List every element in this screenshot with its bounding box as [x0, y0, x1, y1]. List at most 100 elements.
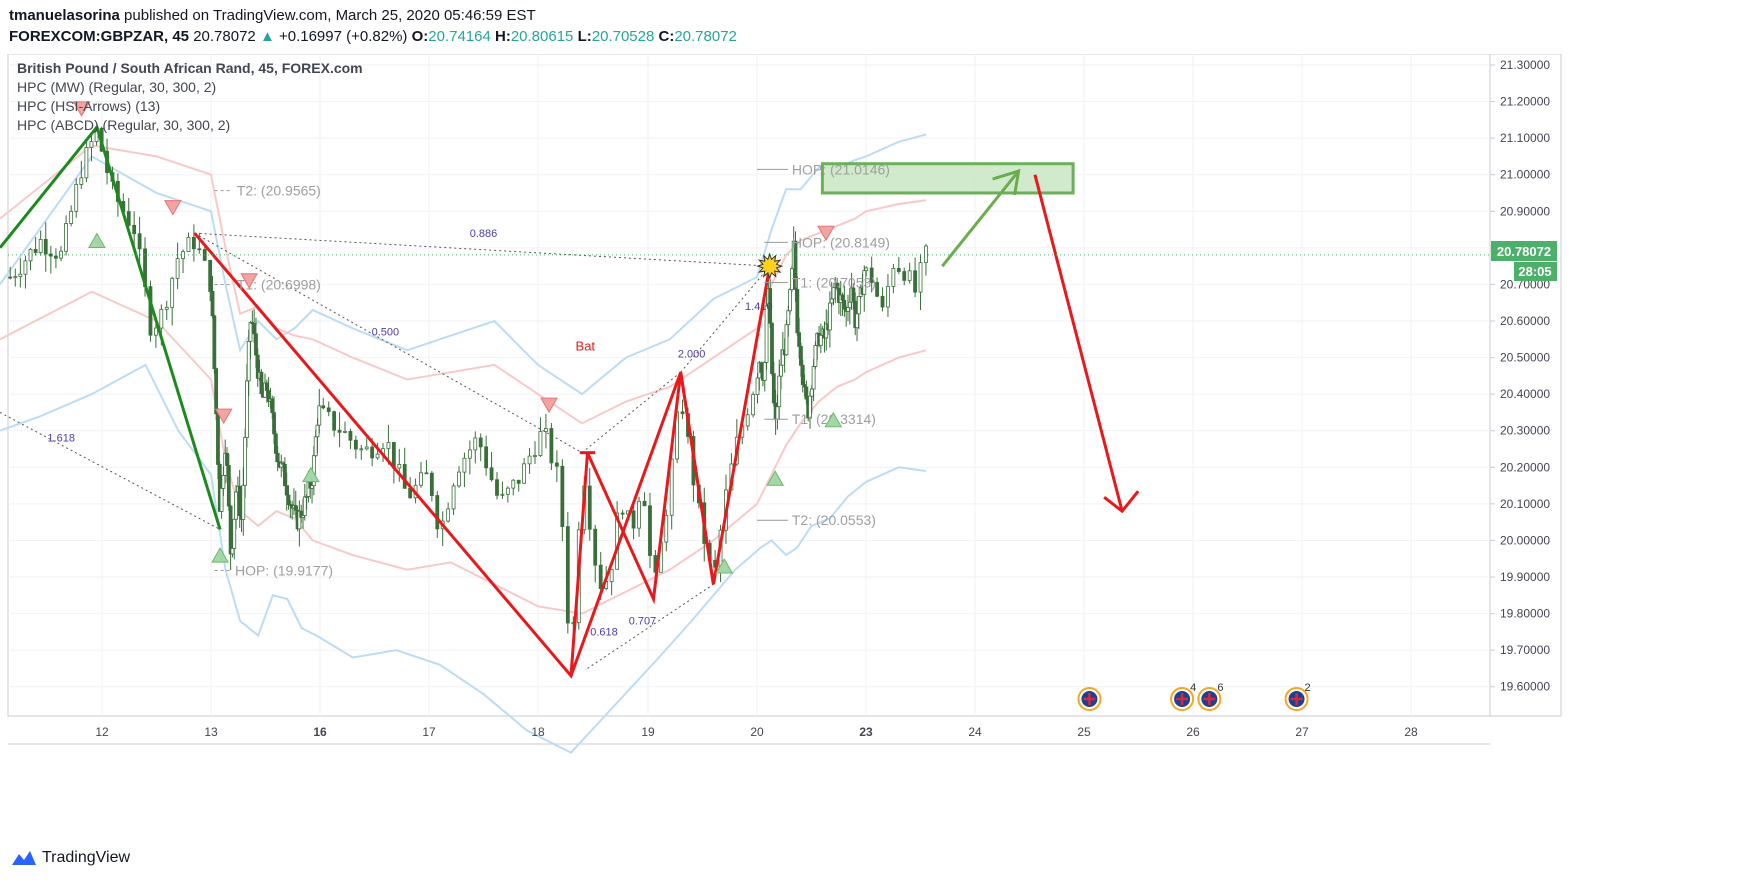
fib-ratio-label: 1.410 [745, 301, 773, 313]
price-tick-label: 19.70000 [1500, 643, 1550, 657]
candle-body [875, 282, 879, 297]
candle-body [598, 564, 603, 589]
candle-body [210, 290, 215, 317]
candle-body [846, 307, 850, 312]
fib-dotted-line [194, 232, 583, 454]
candle-body [829, 298, 834, 304]
candle-body [457, 471, 461, 487]
event-count-label: 6 [1217, 682, 1223, 694]
close-value: 20.78072 [674, 28, 737, 45]
pattern-name-label: Bat [576, 338, 596, 353]
candle-body [533, 455, 537, 457]
price-tick-label: 19.90000 [1500, 570, 1550, 584]
price-tick-label: 21.00000 [1500, 168, 1550, 182]
candle-body [648, 505, 652, 556]
candle-body [248, 322, 253, 342]
candle-body [43, 238, 48, 255]
candle-body [587, 485, 592, 530]
candle-body [293, 505, 298, 511]
candle-body [511, 479, 516, 489]
candle-body [237, 485, 242, 517]
time-tick-label: 23 [859, 725, 873, 739]
tradingview-logo[interactable]: TradingView [8, 848, 130, 868]
candle-body [804, 386, 809, 400]
candle-body [126, 211, 131, 226]
fib-dotted-line [194, 232, 770, 267]
candle-body [264, 382, 269, 392]
candle-body [446, 508, 451, 522]
candle-body [284, 485, 289, 496]
legend: British Pound / South African Rand, 45, … [17, 60, 363, 133]
candle-body [862, 270, 867, 295]
last-price: 20.78072 [193, 28, 256, 45]
chart-frame [7, 53, 1562, 717]
candle-body [886, 286, 890, 308]
candle-body [170, 277, 175, 308]
candle-body [402, 464, 407, 489]
level-label: T2: (20.9565) [237, 183, 321, 199]
candle-body [770, 322, 774, 374]
level-label: HOP: (20.8149) [792, 234, 890, 250]
buy-signal-triangle-icon [766, 470, 785, 486]
candle-body [321, 405, 326, 409]
high-value: 20.80615 [510, 28, 574, 45]
price-tick-label: 20.60000 [1500, 314, 1550, 328]
pattern-completion-star-icon [756, 252, 784, 280]
candle-body [397, 464, 402, 469]
candle-body [225, 452, 229, 466]
tradingview-cloud-icon [12, 851, 36, 865]
projection-up-arrowhead [992, 168, 1021, 196]
candle-body [375, 453, 380, 459]
candle-body [326, 407, 331, 413]
candle-body [797, 332, 802, 347]
fib-dotted-line [581, 371, 682, 454]
fib-dotted-line [587, 583, 714, 669]
candle-body [522, 463, 527, 484]
candle-body [811, 366, 816, 390]
candle-body [544, 428, 548, 432]
candle-body [484, 446, 489, 469]
candle-body [286, 494, 291, 505]
countdown-badge-box [1514, 262, 1557, 281]
candle-body [241, 484, 246, 520]
fib-ratio-label: 2.000 [678, 349, 706, 361]
time-tick-label: 12 [95, 725, 109, 739]
candle-body [918, 262, 923, 293]
candle-body [764, 305, 769, 363]
candle-body [337, 429, 342, 433]
candle-body [64, 223, 68, 252]
projection-down-arrowhead [1103, 490, 1140, 514]
last-price-badge-text: 20.78072 [1497, 244, 1551, 259]
axes-group: 21.30000 21.20000 21.10000 21.00000 20.90000… [95, 58, 1550, 739]
chart-container[interactable]: T2: (20.9565) T1: (20.6998) HOP: (19.9177)… [0, 53, 1757, 844]
candle-body [818, 334, 823, 346]
candle-body [226, 465, 231, 507]
candle-body [252, 323, 257, 335]
candle-body [424, 472, 429, 475]
level-label: HOP: (19.9177) [235, 563, 333, 579]
candle-body [777, 375, 782, 408]
candle-body [771, 373, 776, 404]
price-tick-label: 20.50000 [1500, 351, 1550, 365]
candle-body [554, 462, 559, 467]
price-chart[interactable]: T2: (20.9565) T1: (20.6998) HOP: (19.9177)… [0, 53, 1757, 844]
candle-body [234, 491, 238, 520]
candle-body [855, 313, 859, 329]
candle-body [191, 236, 196, 250]
candle-body [847, 301, 852, 309]
time-tick-label: 19 [641, 725, 655, 739]
pattern-green-line [0, 123, 222, 530]
candle-body [69, 210, 74, 224]
candle-body [842, 299, 847, 310]
candle-body [827, 302, 832, 331]
author-name[interactable]: tmanuelasorina [9, 7, 120, 24]
grid [8, 54, 1490, 716]
candle-body [565, 526, 570, 624]
projection-down-arrow [1033, 174, 1124, 512]
candle-body [159, 308, 164, 329]
candle-body [28, 248, 33, 262]
candle-body [478, 437, 483, 448]
candle-body [813, 345, 818, 367]
last-price-badge: 20.78072 28:05 [1491, 241, 1557, 281]
buy-signal-triangle-icon [824, 411, 843, 428]
